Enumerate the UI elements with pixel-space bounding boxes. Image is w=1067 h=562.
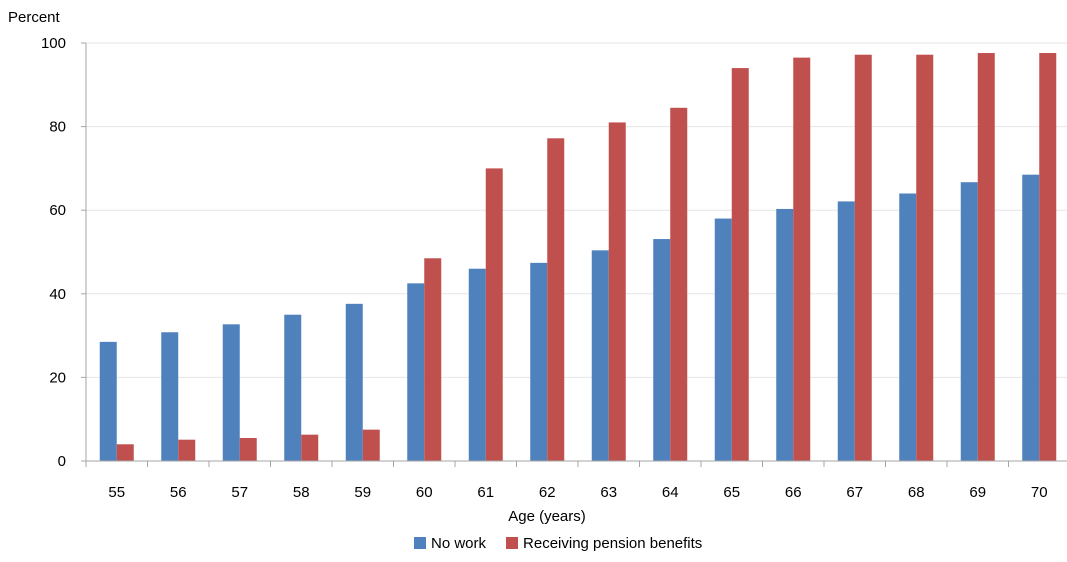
- x-tick-label-69: 69: [969, 484, 986, 501]
- y-tick-label-0: 0: [58, 453, 66, 470]
- bar-no-work-68: [899, 193, 917, 462]
- y-tick-label-20: 20: [49, 369, 66, 386]
- bar-no-work-65: [714, 218, 732, 461]
- axes: [81, 42, 1067, 467]
- legend-label-no-work: No work: [431, 535, 487, 552]
- x-tick-label-70: 70: [1031, 484, 1048, 501]
- legend: No work Receiving pension benefits: [414, 535, 702, 552]
- y-tick-label-100: 100: [41, 35, 66, 52]
- y-axis-title: Percent: [8, 9, 61, 26]
- bar-pension-68: [916, 54, 934, 461]
- bar-no-work-63: [591, 250, 609, 461]
- x-tick-label-64: 64: [662, 484, 679, 501]
- x-tick-label-62: 62: [539, 484, 556, 501]
- x-tick-label-57: 57: [231, 484, 248, 501]
- bar-no-work-58: [284, 314, 302, 461]
- x-tick-labels: 55 56 57 58 59 60 61 62 63 64 65 66 67 68 69 70: [108, 484, 1047, 501]
- x-tick-label-59: 59: [354, 484, 371, 501]
- bar-pension-56: [178, 439, 196, 461]
- bar-pension-62: [547, 138, 565, 461]
- bar-no-work-56: [161, 332, 179, 461]
- bar-pension-61: [485, 168, 503, 461]
- bar-pension-67: [854, 54, 872, 461]
- bar-no-work-60: [407, 283, 425, 461]
- bar-pension-64: [670, 107, 688, 461]
- x-axis-title: Age (years): [508, 508, 586, 525]
- y-tick-labels: 0 20 40 60 80 100: [41, 35, 66, 470]
- x-tick-label-60: 60: [416, 484, 433, 501]
- bar-pension-58: [301, 434, 319, 461]
- bar-no-work-61: [468, 268, 486, 461]
- bar-no-work-55: [99, 341, 117, 461]
- bar-no-work-62: [530, 262, 548, 461]
- bar-pension-66: [793, 57, 811, 461]
- bar-no-work-57: [222, 324, 240, 461]
- bars: [99, 53, 1057, 462]
- bar-pension-55: [116, 444, 134, 461]
- bar-no-work-69: [960, 182, 978, 461]
- bar-pension-63: [608, 122, 626, 462]
- x-tick-label-68: 68: [908, 484, 925, 501]
- bar-pension-69: [977, 53, 995, 461]
- x-tick-label-67: 67: [846, 484, 863, 501]
- legend-label-pension: Receiving pension benefits: [523, 535, 702, 552]
- y-tick-label-80: 80: [49, 119, 66, 136]
- bar-no-work-59: [345, 303, 363, 461]
- y-tick-label-60: 60: [49, 202, 66, 219]
- x-tick-label-61: 61: [477, 484, 494, 501]
- bar-no-work-66: [776, 208, 794, 461]
- x-tick-label-65: 65: [723, 484, 740, 501]
- legend-swatch-pension: [506, 537, 519, 549]
- x-tick-label-63: 63: [600, 484, 617, 501]
- x-tick-label-56: 56: [170, 484, 187, 501]
- bar-pension-59: [362, 429, 380, 461]
- x-tick-label-66: 66: [785, 484, 802, 501]
- legend-swatch-no-work: [414, 537, 426, 549]
- y-tick-label-40: 40: [49, 286, 66, 303]
- bar-no-work-70: [1022, 174, 1040, 462]
- bar-pension-70: [1039, 53, 1057, 461]
- bar-pension-57: [239, 438, 257, 461]
- bar-no-work-67: [837, 201, 855, 461]
- x-tick-label-58: 58: [293, 484, 310, 501]
- x-tick-label-55: 55: [108, 484, 125, 501]
- bar-pension-60: [424, 258, 442, 461]
- bar-pension-65: [731, 68, 749, 461]
- bar-no-work-64: [653, 239, 671, 461]
